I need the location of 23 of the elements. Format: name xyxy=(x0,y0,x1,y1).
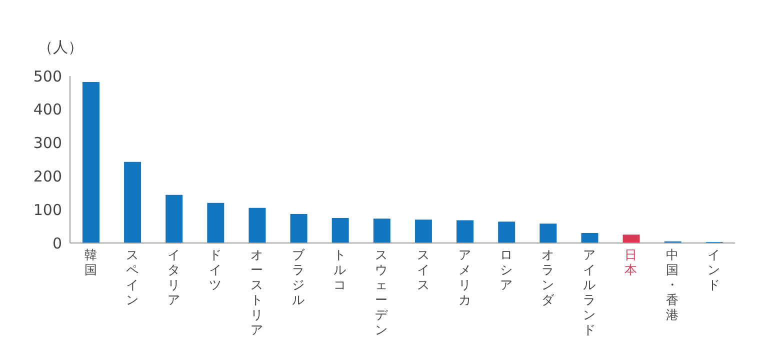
x-tick-label: イタリア xyxy=(167,247,180,307)
x-tick-label: 韓国 xyxy=(84,247,98,277)
x-tick-label: オーストリア xyxy=(250,247,264,337)
x-tick-label: ロシア xyxy=(500,247,513,292)
x-tick-label: アイルランド xyxy=(583,247,596,337)
x-tick-label: オランダ xyxy=(541,247,556,307)
y-axis-title: （人） xyxy=(38,38,83,57)
y-tick-label: 400 xyxy=(33,100,62,119)
x-tick-label: スウェーデン xyxy=(375,247,390,337)
x-tick-label: スイス xyxy=(416,247,430,292)
x-tick-label: ブラジル xyxy=(292,247,306,307)
x-tick-label: スペイン xyxy=(126,247,139,307)
x-tick-label: トルコ xyxy=(334,247,347,292)
x-tick-label: 中国・香港 xyxy=(666,247,680,322)
y-tick-label: 200 xyxy=(33,168,62,186)
x-tick-label: ドイツ xyxy=(208,247,222,292)
y-tick-label: 500 xyxy=(33,67,62,86)
x-tick-label: 日本 xyxy=(624,247,638,277)
y-tick-label: 300 xyxy=(33,134,62,152)
x-tick-label: アメリカ xyxy=(458,247,472,307)
x-tick-label: インド xyxy=(708,247,721,292)
y-tick-label: 100 xyxy=(33,200,62,219)
y-tick-label: 0 xyxy=(52,234,62,252)
